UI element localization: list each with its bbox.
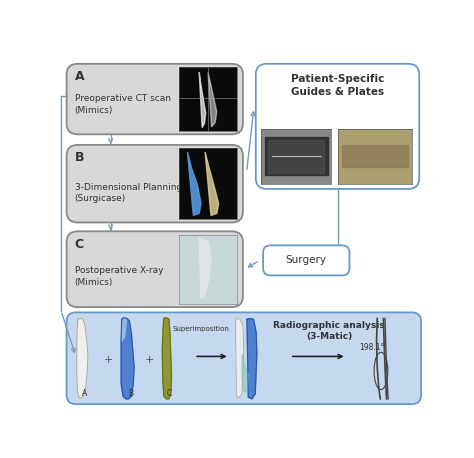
Text: Patient-Specific: Patient-Specific: [291, 74, 384, 84]
Text: C: C: [75, 238, 84, 251]
Text: 198.1°: 198.1°: [359, 343, 384, 352]
Text: C: C: [167, 389, 172, 398]
Text: +: +: [104, 355, 114, 365]
Text: 3-Dimensional Planning
(Surgicase): 3-Dimensional Planning (Surgicase): [75, 183, 182, 203]
FancyBboxPatch shape: [66, 64, 243, 134]
Text: A: A: [82, 389, 88, 398]
FancyBboxPatch shape: [256, 64, 419, 189]
Text: A: A: [75, 70, 84, 83]
Text: (3-Matic): (3-Matic): [306, 332, 352, 341]
Text: Superimposition: Superimposition: [173, 326, 230, 332]
Text: Surgery: Surgery: [286, 256, 327, 265]
Text: Preoperative CT scan
(Mimics): Preoperative CT scan (Mimics): [75, 94, 171, 115]
FancyBboxPatch shape: [66, 312, 421, 404]
Text: Radiographic analysis: Radiographic analysis: [273, 321, 385, 330]
Text: Postoperative X-ray
(Mimics): Postoperative X-ray (Mimics): [75, 267, 163, 287]
Text: +: +: [145, 355, 154, 365]
Text: B: B: [75, 151, 84, 164]
FancyBboxPatch shape: [66, 231, 243, 307]
Text: Guides & Plates: Guides & Plates: [291, 87, 384, 97]
Text: B: B: [128, 389, 134, 398]
FancyBboxPatch shape: [263, 245, 349, 275]
FancyBboxPatch shape: [66, 145, 243, 223]
